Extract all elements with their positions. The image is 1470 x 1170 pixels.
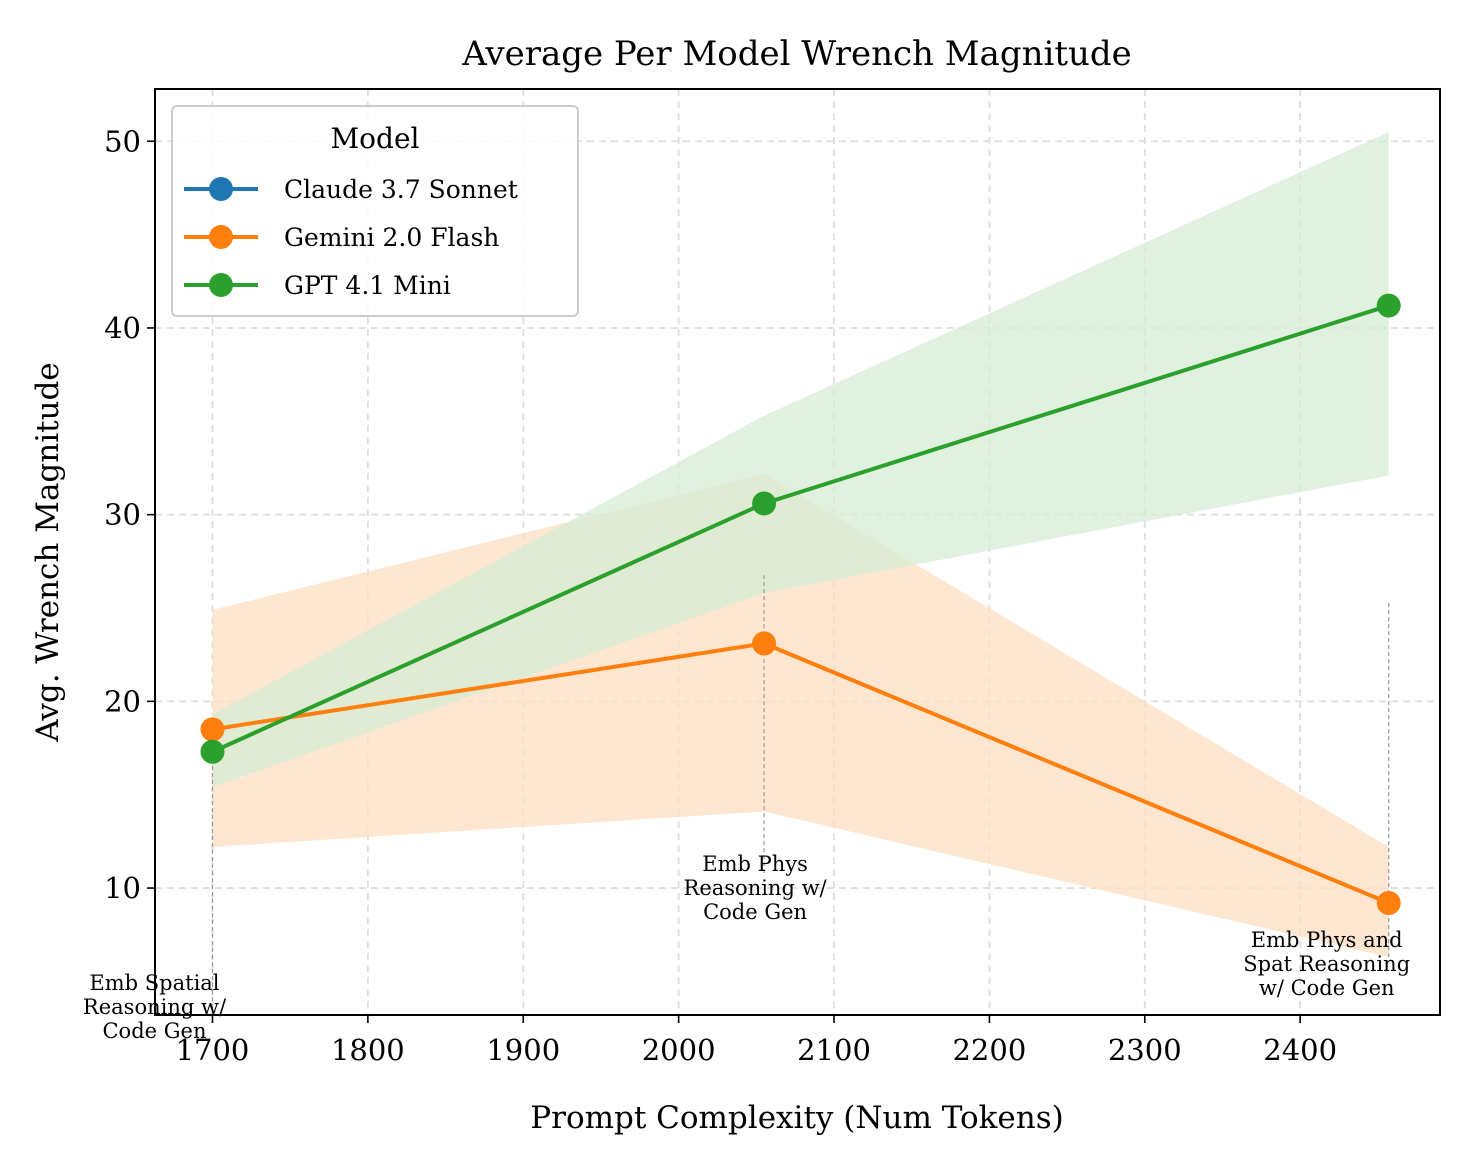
x-tick-label: 2000 [642, 1033, 716, 1067]
annotation-label: Reasoning w/ [83, 995, 227, 1019]
x-tick-label: 2100 [797, 1033, 871, 1067]
data-point [752, 631, 777, 656]
legend-label: Claude 3.7 Sonnet [284, 175, 518, 204]
annotation-label: w/ Code Gen [1259, 976, 1395, 1000]
annotation-label: Emb Phys and [1251, 928, 1403, 952]
legend-label: Gemini 2.0 Flash [284, 223, 499, 252]
x-axis-label: Prompt Complexity (Num Tokens) [530, 1100, 1063, 1136]
legend: Model Claude 3.7 Sonnet Gemini 2.0 Flash G… [171, 105, 579, 317]
annotation-label: Spat Reasoning [1243, 952, 1410, 976]
annotation-label: Code Gen [102, 1019, 206, 1043]
annotation-label: Emb Phys [702, 852, 808, 876]
annotation-label: Emb Spatial [89, 971, 219, 995]
confidence-bands [212, 131, 1389, 958]
y-tick-label: 10 [104, 871, 141, 905]
y-axis-label: Avg. Wrench Magnitude [30, 362, 66, 743]
data-point [200, 717, 225, 742]
legend-label: GPT 4.1 Mini [284, 271, 451, 300]
data-point [1376, 890, 1401, 915]
legend-title: Model [331, 122, 420, 155]
x-tick-label: 1900 [486, 1033, 560, 1067]
data-point [1376, 293, 1401, 318]
annotation-label: Code Gen [703, 900, 807, 924]
y-tick-label: 20 [104, 684, 141, 718]
confidence-band [212, 131, 1389, 788]
data-point [752, 491, 777, 516]
chart-title: Average Per Model Wrench Magnitude [461, 34, 1132, 74]
x-tick-label: 1800 [331, 1033, 405, 1067]
x-tick-label: 2300 [1108, 1033, 1182, 1067]
x-tick-label: 1700 [176, 1033, 250, 1067]
legend-marker [209, 225, 233, 249]
x-axis: 1700 1800 1900 2000 2100 2200 2300 2400 [176, 1015, 1337, 1067]
x-tick-label: 2200 [952, 1033, 1026, 1067]
legend-marker [209, 177, 233, 201]
plot-frame [154, 88, 1441, 1016]
y-tick-label: 30 [104, 498, 141, 532]
annotation-label: Reasoning w/ [684, 876, 828, 900]
legend-box [171, 105, 579, 317]
x-tick-label: 2400 [1263, 1033, 1337, 1067]
y-tick-label: 50 [104, 124, 141, 158]
y-tick-label: 40 [104, 311, 141, 345]
data-point [200, 739, 225, 764]
series-points [200, 293, 1401, 915]
legend-marker [209, 273, 233, 297]
y-axis: 10 20 30 40 50 [104, 124, 155, 905]
